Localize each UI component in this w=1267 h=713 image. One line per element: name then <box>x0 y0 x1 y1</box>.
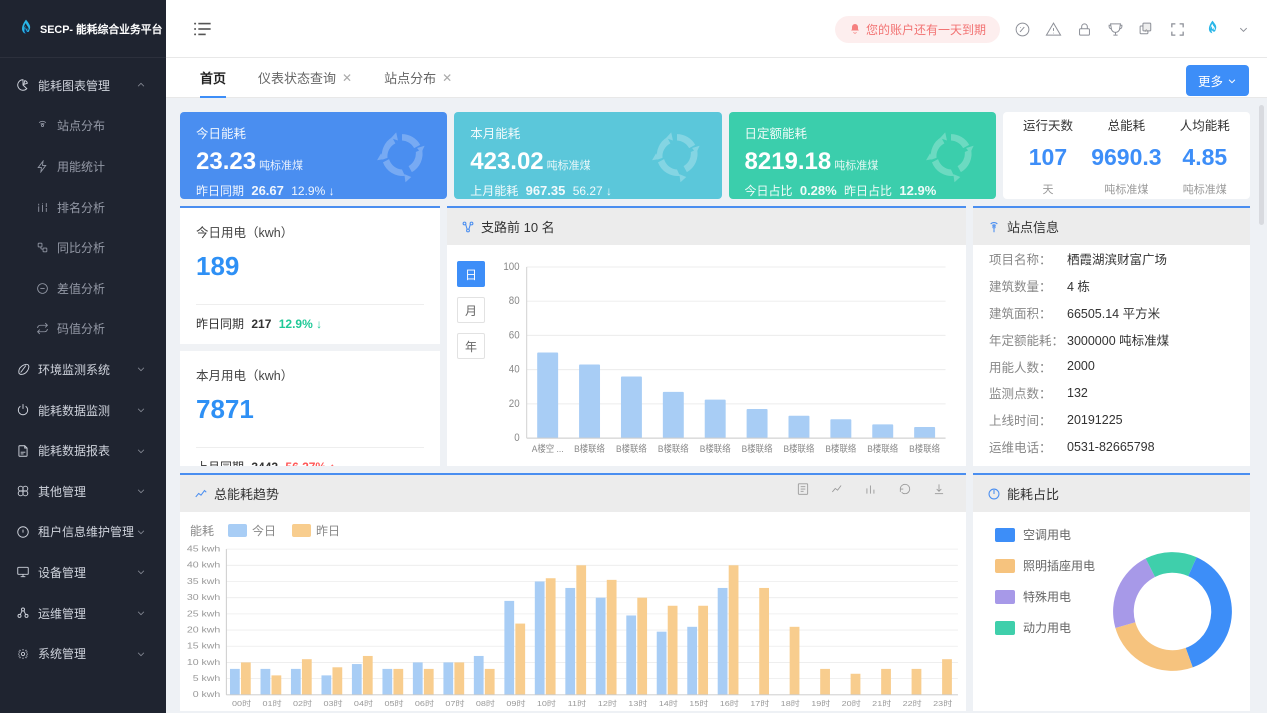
svg-text:20 kwh: 20 kwh <box>187 625 220 635</box>
svg-text:16时: 16时 <box>720 699 739 708</box>
svg-text:0: 0 <box>514 433 520 445</box>
svg-text:06时: 06时 <box>415 699 434 708</box>
svg-text:14时: 14时 <box>659 699 678 708</box>
svg-text:B楼联络: B楼联络 <box>700 443 731 455</box>
svg-text:B楼联络: B楼联络 <box>616 443 647 455</box>
svg-text:100: 100 <box>503 262 519 274</box>
svg-text:22时: 22时 <box>903 699 922 708</box>
svg-text:21时: 21时 <box>872 699 891 708</box>
svg-text:45 kwh: 45 kwh <box>187 544 220 554</box>
svg-text:15时: 15时 <box>689 699 708 708</box>
svg-text:35 kwh: 35 kwh <box>187 577 220 587</box>
svg-text:20时: 20时 <box>842 699 861 708</box>
svg-text:B楼联络: B楼联络 <box>574 443 605 455</box>
svg-text:00时: 00时 <box>232 699 251 708</box>
svg-text:10 kwh: 10 kwh <box>187 658 220 668</box>
svg-text:40 kwh: 40 kwh <box>187 561 220 571</box>
svg-text:12时: 12时 <box>598 699 617 708</box>
svg-text:17时: 17时 <box>750 699 769 708</box>
svg-text:13时: 13时 <box>628 699 647 708</box>
svg-text:80: 80 <box>509 296 520 308</box>
svg-text:19时: 19时 <box>811 699 830 708</box>
svg-text:B楼联络: B楼联络 <box>784 443 815 455</box>
svg-text:0 kwh: 0 kwh <box>193 690 221 700</box>
svg-text:10时: 10时 <box>537 699 556 708</box>
svg-text:A楼空 ...: A楼空 ... <box>532 443 564 455</box>
svg-text:08时: 08时 <box>476 699 495 708</box>
svg-text:B楼联络: B楼联络 <box>658 443 689 455</box>
svg-text:09时: 09时 <box>506 699 525 708</box>
svg-text:25 kwh: 25 kwh <box>187 609 220 619</box>
svg-text:02时: 02时 <box>293 699 312 708</box>
svg-text:04时: 04时 <box>354 699 373 708</box>
svg-text:01时: 01时 <box>263 699 282 708</box>
svg-text:B楼联络: B楼联络 <box>825 443 856 455</box>
svg-text:11时: 11时 <box>568 699 586 708</box>
svg-text:B楼联络: B楼联络 <box>742 443 773 455</box>
svg-text:07时: 07时 <box>445 699 464 708</box>
svg-text:03时: 03时 <box>323 699 342 708</box>
svg-text:5 kwh: 5 kwh <box>193 674 221 684</box>
svg-text:B楼联络: B楼联络 <box>909 443 940 455</box>
svg-text:18时: 18时 <box>781 699 800 708</box>
svg-text:40: 40 <box>509 364 520 376</box>
svg-text:15 kwh: 15 kwh <box>187 642 220 652</box>
svg-text:23时: 23时 <box>933 699 952 708</box>
svg-text:60: 60 <box>509 330 520 342</box>
svg-text:B楼联络: B楼联络 <box>867 443 898 455</box>
svg-text:05时: 05时 <box>384 699 403 708</box>
svg-text:20: 20 <box>509 398 520 410</box>
svg-text:30 kwh: 30 kwh <box>187 593 220 603</box>
